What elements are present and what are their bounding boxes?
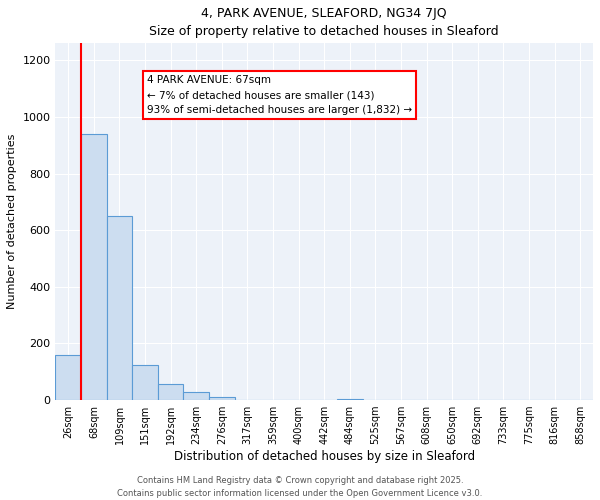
Text: Contains HM Land Registry data © Crown copyright and database right 2025.
Contai: Contains HM Land Registry data © Crown c… bbox=[118, 476, 482, 498]
Bar bbox=[81, 134, 107, 400]
Bar bbox=[132, 364, 158, 400]
Bar bbox=[209, 398, 235, 400]
Y-axis label: Number of detached properties: Number of detached properties bbox=[7, 134, 17, 310]
Bar bbox=[107, 216, 132, 400]
Bar bbox=[158, 384, 184, 400]
Bar bbox=[55, 355, 81, 400]
X-axis label: Distribution of detached houses by size in Sleaford: Distribution of detached houses by size … bbox=[174, 450, 475, 463]
Title: 4, PARK AVENUE, SLEAFORD, NG34 7JQ
Size of property relative to detached houses : 4, PARK AVENUE, SLEAFORD, NG34 7JQ Size … bbox=[149, 7, 499, 38]
Bar bbox=[184, 392, 209, 400]
Text: 4 PARK AVENUE: 67sqm
← 7% of detached houses are smaller (143)
93% of semi-detac: 4 PARK AVENUE: 67sqm ← 7% of detached ho… bbox=[147, 76, 412, 115]
